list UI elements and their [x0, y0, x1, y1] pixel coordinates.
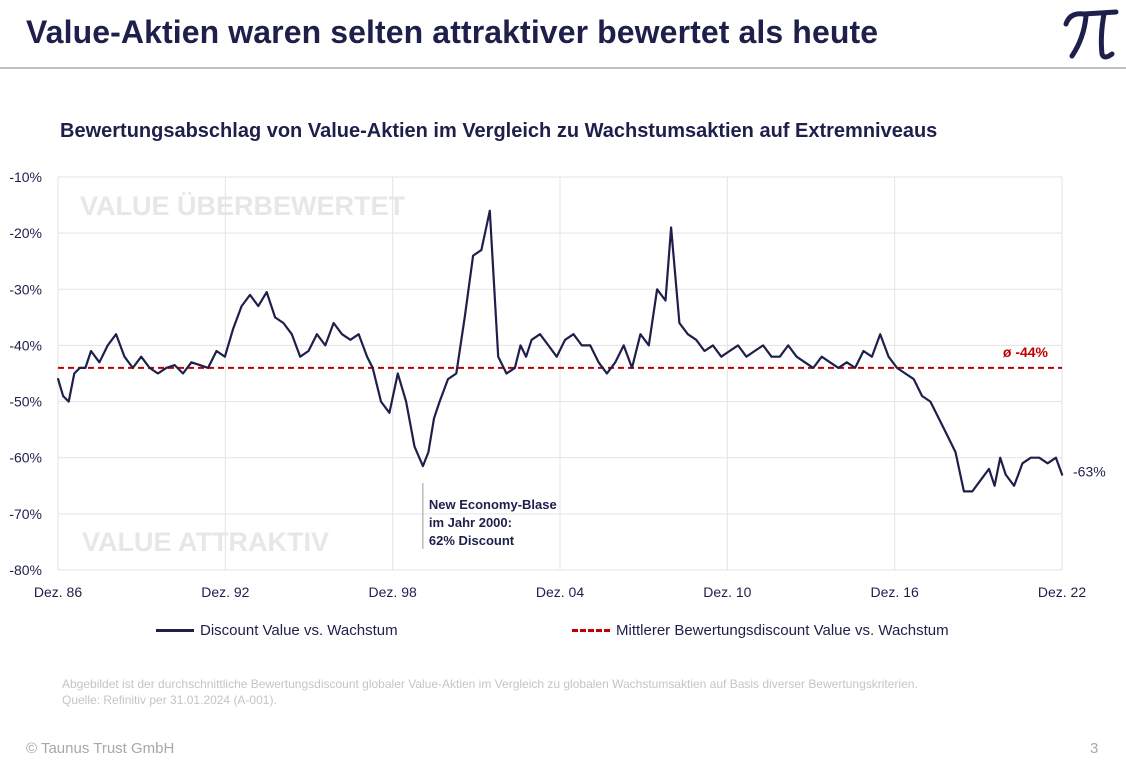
- x-tick-label: Dez. 92: [201, 584, 249, 600]
- page-header: Value-Aktien waren selten attraktiver be…: [0, 0, 1126, 69]
- x-tick-label: Dez. 86: [34, 584, 82, 600]
- footnote-source: Quelle: Refinitiv per 31.01.2024 (A-001)…: [62, 693, 277, 707]
- footnote: Abgebildet ist der durchschnittliche Bew…: [62, 676, 1062, 708]
- bubble-annotation-line: 62% Discount: [429, 533, 515, 548]
- chart-title: Bewertungsabschlag von Value-Aktien im V…: [60, 120, 938, 142]
- header-divider: [0, 67, 1126, 69]
- y-tick-label: -60%: [9, 450, 42, 466]
- x-tick-label: Dez. 16: [871, 584, 919, 600]
- copyright: © Taunus Trust GmbH: [26, 740, 175, 757]
- legend-swatch-solid: [156, 629, 194, 632]
- mean-value-label: ø -44%: [1003, 344, 1049, 360]
- y-tick-label: -30%: [9, 281, 42, 297]
- zone-label-overvalued: VALUE ÜBERBEWERTET: [80, 191, 406, 221]
- legend-label-mean: Mittlerer Bewertungsdiscount Value vs. W…: [616, 622, 949, 639]
- y-tick-label: -70%: [9, 506, 42, 522]
- x-tick-label: Dez. 98: [369, 584, 417, 600]
- y-tick-label: -50%: [9, 394, 42, 410]
- legend-label-discount: Discount Value vs. Wachstum: [200, 622, 398, 639]
- legend-item-discount: Discount Value vs. Wachstum: [156, 622, 398, 639]
- x-tick-label: Dez. 22: [1038, 584, 1086, 600]
- legend-swatch-dashed: [572, 629, 610, 632]
- legend-item-mean: Mittlerer Bewertungsdiscount Value vs. W…: [572, 622, 949, 639]
- bubble-annotation-line: New Economy-Blase: [429, 497, 557, 512]
- zone-label-attractive: VALUE ATTRAKTIV: [82, 527, 329, 557]
- pi-logo: [1063, 9, 1119, 60]
- page-title: Value-Aktien waren selten attraktiver be…: [26, 14, 879, 50]
- last-value-label: -63%: [1073, 464, 1106, 480]
- y-tick-label: -40%: [9, 337, 42, 353]
- y-tick-label: -10%: [9, 169, 42, 185]
- y-tick-label: -80%: [9, 562, 42, 578]
- line-chart: VALUE ÜBERBEWERTET VALUE ATTRAKTIV -10% -2…: [9, 169, 1106, 600]
- y-tick-label: -20%: [9, 225, 42, 241]
- discount-series-line: [57, 209, 1064, 493]
- bubble-annotation-line: im Jahr 2000:: [429, 515, 512, 530]
- x-tick-label: Dez. 10: [703, 584, 751, 600]
- footnote-text: Abgebildet ist der durchschnittliche Bew…: [62, 677, 918, 691]
- page-number: 3: [1090, 740, 1099, 757]
- x-tick-label: Dez. 04: [536, 584, 584, 600]
